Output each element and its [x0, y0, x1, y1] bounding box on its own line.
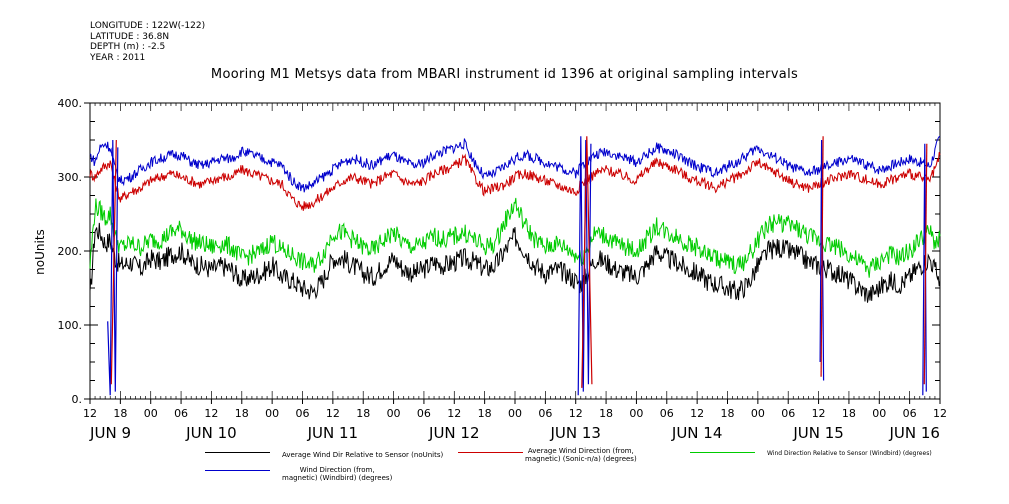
series-spike-7 [923, 143, 928, 385]
series-line-3 [89, 135, 941, 193]
x-tick-label: 18 [356, 407, 370, 420]
y-tick-label: 400. [58, 97, 83, 110]
x-tick-label: 18 [235, 407, 249, 420]
x-tick-label: 00 [629, 407, 643, 420]
series-line-1 [89, 152, 941, 211]
series-line-2 [89, 197, 941, 278]
date-label: JUN 12 [428, 424, 479, 442]
date-label: JUN 10 [185, 424, 236, 442]
legend-swatch-blue [205, 470, 270, 471]
plot-frame [89, 102, 941, 400]
x-tick-label: 12 [569, 407, 583, 420]
x-tick-label: 12 [83, 407, 97, 420]
series-spike-6 [922, 143, 927, 396]
x-tick-label: 12 [690, 407, 704, 420]
series-spike-5 [820, 136, 824, 377]
legend-swatch-red [458, 452, 523, 453]
legend-label-black: Average Wind Dir Relative to Sensor (noU… [282, 451, 444, 459]
legend-label-blue: Wind Direction (from, magnetic) (Windbir… [282, 466, 393, 482]
chart-series [89, 135, 941, 396]
metadata-block: LONGITUDE : 122W(-122) LATITUDE : 36.8N … [90, 21, 205, 63]
x-tick-label: 12 [933, 407, 947, 420]
x-tick-label: 00 [508, 407, 522, 420]
series-spike-4 [819, 139, 825, 381]
series-spike-3 [581, 136, 593, 388]
legend-swatch-black [205, 452, 270, 453]
year-label: YEAR : 2011 [90, 52, 146, 63]
x-tick-label: 06 [538, 407, 552, 420]
x-tick-label: 06 [660, 407, 674, 420]
chart-axes: 0. 100. 200. 300. 400. 12 18 00 06 12 18 00 06 12 18 00… [58, 97, 948, 442]
x-tick-label: 06 [417, 407, 431, 420]
depth-label: DEPTH (m) : -2.5 [90, 42, 166, 52]
y-tick-label: 100. [58, 319, 83, 332]
legend-label-red: Average Wind Direction (from, magnetic) … [525, 447, 637, 463]
x-tick-label: 18 [113, 407, 127, 420]
series-line-0 [89, 222, 941, 303]
y-tick-label: 200. [58, 245, 83, 258]
chart-title: Mooring M1 Metsys data from MBARI instru… [210, 67, 799, 82]
x-tick-label: 00 [144, 407, 158, 420]
date-label: JUN 15 [792, 424, 843, 442]
x-tick-label: 06 [296, 407, 310, 420]
x-tick-label: 00 [751, 407, 765, 420]
x-tick-label: 12 [812, 407, 826, 420]
series-spike-1 [110, 139, 117, 385]
x-tick-label: 18 [842, 407, 856, 420]
y-tick-label: 0. [72, 393, 83, 406]
x-tick-label: 18 [599, 407, 613, 420]
x-tick-label: 12 [326, 407, 340, 420]
date-label: JUN 14 [671, 424, 722, 442]
x-tick-label: 18 [721, 407, 735, 420]
x-tick-label: 00 [872, 407, 886, 420]
date-label: JUN 16 [888, 424, 939, 442]
date-label: JUN 11 [307, 424, 358, 442]
x-tick-label: 00 [387, 407, 401, 420]
date-label: JUN 13 [549, 424, 600, 442]
legend-swatch-green [690, 452, 755, 453]
latitude-label: LATITUDE : 36.8N [90, 31, 170, 42]
series-spike-0 [107, 139, 119, 396]
legend-label-green: Wind Direction Relative to Sensor (Windb… [767, 450, 932, 457]
x-tick-label: 12 [204, 407, 218, 420]
x-tick-label: 06 [174, 407, 188, 420]
y-axis-label: noUnits [33, 229, 47, 275]
x-tick-label: 06 [903, 407, 917, 420]
longitude-label: LONGITUDE : 122W(-122) [90, 21, 206, 31]
date-label: JUN 9 [89, 424, 131, 442]
x-tick-label: 00 [265, 407, 279, 420]
y-tick-label: 300. [58, 171, 83, 184]
x-tick-label: 18 [478, 407, 492, 420]
x-tick-label: 06 [781, 407, 795, 420]
x-tick-label: 12 [447, 407, 461, 420]
